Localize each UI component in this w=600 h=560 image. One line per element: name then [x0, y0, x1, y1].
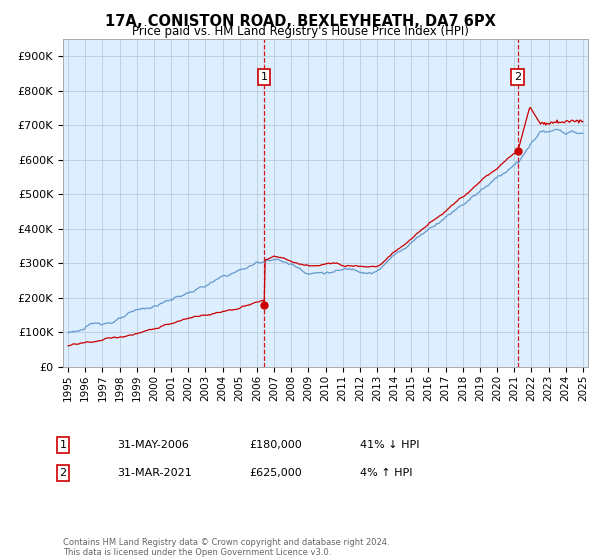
- Text: Price paid vs. HM Land Registry's House Price Index (HPI): Price paid vs. HM Land Registry's House …: [131, 25, 469, 38]
- Text: £180,000: £180,000: [249, 440, 302, 450]
- Text: 31-MAR-2021: 31-MAR-2021: [117, 468, 192, 478]
- Text: 1: 1: [260, 72, 268, 82]
- Text: Contains HM Land Registry data © Crown copyright and database right 2024.
This d: Contains HM Land Registry data © Crown c…: [63, 538, 389, 557]
- Text: 4% ↑ HPI: 4% ↑ HPI: [360, 468, 413, 478]
- Text: 2: 2: [514, 72, 521, 82]
- Text: £625,000: £625,000: [249, 468, 302, 478]
- Text: 31-MAY-2006: 31-MAY-2006: [117, 440, 189, 450]
- Text: 1: 1: [59, 440, 67, 450]
- Text: 41% ↓ HPI: 41% ↓ HPI: [360, 440, 419, 450]
- Text: 17A, CONISTON ROAD, BEXLEYHEATH, DA7 6PX: 17A, CONISTON ROAD, BEXLEYHEATH, DA7 6PX: [104, 14, 496, 29]
- Text: 2: 2: [59, 468, 67, 478]
